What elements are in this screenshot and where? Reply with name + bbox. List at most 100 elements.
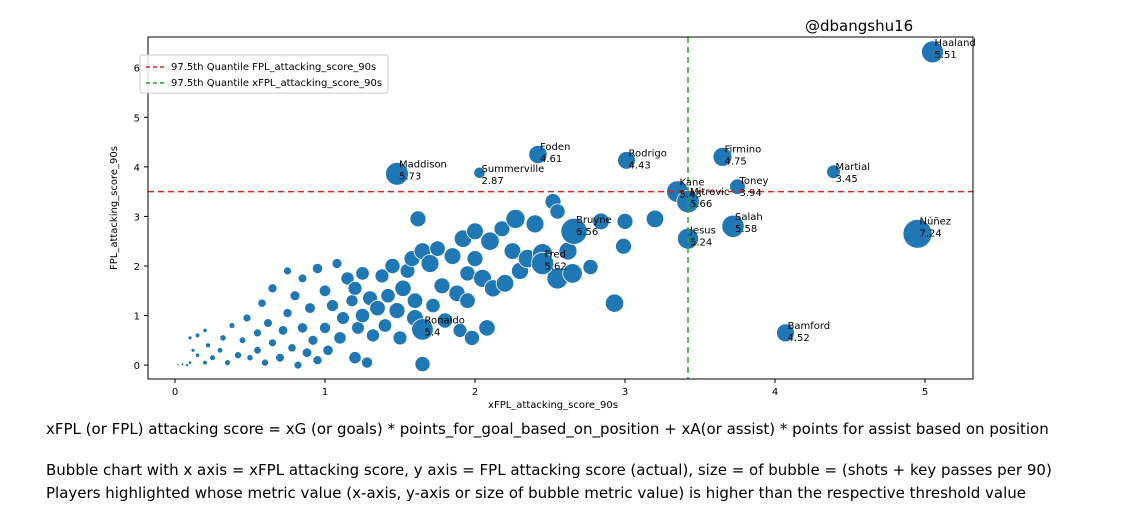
bubble-point xyxy=(204,342,211,349)
point-label-name: Jesus xyxy=(689,225,716,236)
point-label-name: Mitrovic xyxy=(690,187,730,198)
bubble-point xyxy=(219,334,227,342)
bubble-point xyxy=(505,208,526,229)
bubble-point xyxy=(549,203,566,220)
bubble-point xyxy=(459,265,476,282)
point-label-name: Ronaldo xyxy=(425,316,465,327)
y-tick-label: 1 xyxy=(134,312,140,323)
point-label-size: 2.87 xyxy=(482,176,504,187)
bubble-point xyxy=(307,334,319,346)
y-tick-label: 0 xyxy=(134,361,140,372)
point-label-size: 5.66 xyxy=(690,199,712,210)
bubble-point-fred xyxy=(530,251,555,276)
point-label-name: Martial xyxy=(836,162,870,173)
bubble-point xyxy=(296,322,309,334)
bubble-point xyxy=(351,321,365,335)
bubble-point-martial xyxy=(826,164,841,180)
point-label-size: 5.51 xyxy=(935,50,957,61)
bubble-point-rodrigo xyxy=(617,151,636,170)
y-tick-label: 3 xyxy=(134,212,140,223)
description-line-2: Players highlighted whose metric value (… xyxy=(46,484,1027,502)
author-credit: @dbangshu16 xyxy=(805,17,914,35)
point-label-size: 5.24 xyxy=(690,237,712,248)
point-label-name: Núñez xyxy=(920,215,952,227)
bubble-point xyxy=(331,258,343,269)
bubble-point xyxy=(209,354,216,362)
point-label-name: Maddison xyxy=(399,159,447,170)
bubble-point xyxy=(253,346,262,355)
bubble-point xyxy=(301,347,313,358)
bubble-point xyxy=(238,336,247,345)
legend: 97.5th Quantile FPL_attacking_score_90s … xyxy=(139,54,389,94)
y-tick-label: 6 xyxy=(134,64,140,75)
x-tick-label: 1 xyxy=(322,387,328,398)
bubble-point xyxy=(369,299,386,317)
x-tick-label: 5 xyxy=(922,387,928,398)
point-label-name: Summerville xyxy=(482,164,545,175)
legend-xfpl-threshold-label: 97.5th Quantile xFPL_attacking_score_90s xyxy=(171,78,382,89)
bubble-point xyxy=(216,347,224,354)
bubble-point xyxy=(420,254,440,273)
point-label-size: 4.75 xyxy=(725,156,747,167)
bubble-point xyxy=(246,354,254,362)
x-tick-label: 4 xyxy=(772,387,778,398)
bubble-point xyxy=(380,288,396,304)
bubble-point xyxy=(260,358,269,367)
bubble-point xyxy=(365,328,380,343)
bubble-point xyxy=(176,362,180,367)
point-label-size: 6.56 xyxy=(576,227,598,238)
point-label-name: Salah xyxy=(735,212,763,223)
bubble-point xyxy=(433,277,451,295)
bubble-point-bruyne xyxy=(560,217,588,245)
bubble-point xyxy=(525,214,545,234)
bubble-point xyxy=(190,347,196,353)
bubble-point xyxy=(478,319,496,337)
bubble-point-foden xyxy=(528,144,548,165)
y-tick-label: 2 xyxy=(134,262,140,273)
bubble-point xyxy=(394,279,412,297)
bubble-point xyxy=(348,351,362,365)
legend-fpl-threshold-label: 97.5th Quantile FPL_attacking_score_90s xyxy=(171,62,376,73)
bubble-point-maddison xyxy=(385,161,409,186)
bubble-point xyxy=(443,247,462,265)
bubble-point xyxy=(392,330,408,346)
bubble-point-bamford xyxy=(776,323,795,343)
bubble-point-nez xyxy=(902,218,933,249)
point-label-size: 5.73 xyxy=(399,171,421,182)
bubble-point xyxy=(480,231,500,251)
bubble-point xyxy=(409,210,427,228)
y-tick-label: 5 xyxy=(134,113,140,124)
bubble-point-firmino xyxy=(712,146,733,167)
point-label-size: 3.45 xyxy=(836,174,858,185)
bubble-point xyxy=(466,250,484,268)
bubble-point-toney xyxy=(729,178,746,196)
bubble-point xyxy=(463,329,480,346)
bubble-point xyxy=(459,292,476,309)
bubble-point xyxy=(202,327,208,333)
bubble-point xyxy=(604,293,625,313)
bubble-point xyxy=(425,297,441,314)
point-label-size: 3.94 xyxy=(740,188,762,199)
y-tick-label: 4 xyxy=(134,163,140,174)
point-label-size: 5.4 xyxy=(425,328,441,339)
bubble-point xyxy=(194,332,201,339)
bubble-point xyxy=(592,212,610,231)
bubble-point xyxy=(333,331,347,345)
bubble-point xyxy=(282,308,293,319)
bubble-point xyxy=(311,262,324,275)
bubble-point xyxy=(616,212,634,230)
bubble-point xyxy=(257,298,267,308)
bubble-point xyxy=(233,351,242,360)
x-axis-label: xFPL_attacking_score_90s xyxy=(488,400,618,410)
y-axis-label: FPL_attacking_score_90s xyxy=(109,146,120,270)
bubble-point xyxy=(340,271,355,286)
point-label-name: Fred xyxy=(545,249,566,260)
bubble-point xyxy=(297,273,308,284)
bubble-point xyxy=(275,352,285,363)
bubble-point xyxy=(429,240,446,257)
plot-frame xyxy=(147,36,974,380)
bubble-point xyxy=(283,266,292,276)
point-label-name: Haaland xyxy=(935,38,976,49)
bubble-point xyxy=(406,292,424,309)
bubble-point xyxy=(377,318,393,333)
